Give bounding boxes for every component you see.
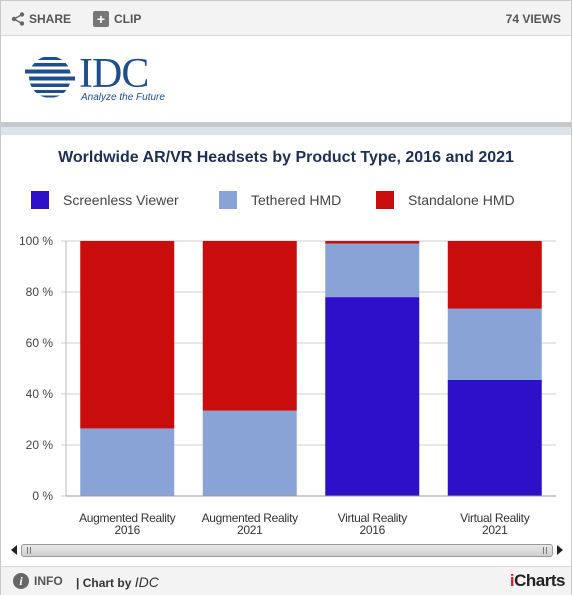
scroll-grip-right <box>546 547 547 554</box>
globe-icon <box>25 57 75 98</box>
x-tick-label: Virtual Reality <box>460 511 530 525</box>
bottom-bar: i INFO | Chart by IDC iCharts <box>1 566 571 595</box>
y-tick-label: 60 % <box>26 336 54 350</box>
legend-swatch <box>376 191 394 209</box>
scroll-right-arrow[interactable] <box>557 545 563 555</box>
x-tick-label: 2016 <box>360 523 386 537</box>
y-tick-label: 40 % <box>26 387 54 401</box>
legend-label: Standalone HMD <box>408 192 515 208</box>
bar-segment <box>80 428 175 496</box>
bar-segment <box>325 243 420 298</box>
scroll-left-arrow[interactable] <box>11 545 17 555</box>
header-divider-light <box>1 127 571 135</box>
bar-segment <box>325 241 420 244</box>
header-divider <box>1 122 571 127</box>
legend-swatch <box>31 191 49 209</box>
y-tick-label: 0 % <box>32 489 53 503</box>
chart-credit-prefix: | Chart by <box>76 576 132 590</box>
chart-title: Worldwide AR/VR Headsets by Product Type… <box>58 149 514 166</box>
bar-segment <box>325 297 420 496</box>
legend-swatch <box>219 191 237 209</box>
legend-item[interactable]: Tethered HMD <box>219 191 341 209</box>
scroll-grip-left <box>30 547 31 554</box>
info-label: INFO <box>34 574 63 588</box>
icharts-logo-text: Charts <box>514 571 565 590</box>
top-toolbar: SHARE + CLIP 74 VIEWS <box>1 1 571 36</box>
clip-button[interactable]: + CLIP <box>93 11 141 27</box>
info-icon: i <box>13 573 29 589</box>
x-tick-label: Virtual Reality <box>338 511 408 525</box>
y-tick-label: 80 % <box>26 285 54 299</box>
x-tick-label: Augmented Reality <box>79 511 176 525</box>
x-tick-label: 2016 <box>115 523 141 537</box>
y-tick-label: 20 % <box>26 438 54 452</box>
legend-label: Tethered HMD <box>251 192 342 208</box>
bar-segment <box>447 379 542 496</box>
legend-item[interactable]: Standalone HMD <box>376 191 515 209</box>
chart-credit-source[interactable]: IDC <box>134 574 159 590</box>
x-tick-label: 2021 <box>237 523 263 537</box>
logo-wordmark: IDC <box>79 51 149 97</box>
legend-label: Screenless Viewer <box>63 192 179 208</box>
bar-segment <box>202 241 297 411</box>
info-button[interactable]: i INFO <box>13 573 63 589</box>
chart-credit: | Chart by IDC <box>76 574 159 590</box>
scroll-grip-right <box>543 547 544 554</box>
horizontal-scrollbar[interactable] <box>9 542 565 558</box>
icharts-logo-i: i <box>509 571 515 590</box>
clip-label: CLIP <box>114 12 142 26</box>
bar-segment <box>202 410 297 496</box>
x-tick-label: 2021 <box>482 523 508 537</box>
share-button[interactable]: SHARE <box>11 11 71 27</box>
bar-segment <box>447 308 542 380</box>
plus-icon: + <box>93 11 109 27</box>
chart-plot-area: 0 % 20 % 40 % 60 % 80 % 100 % Augmented Realit… <box>19 234 556 537</box>
scroll-thumb[interactable] <box>21 544 553 557</box>
icharts-logo[interactable]: iCharts <box>509 571 566 591</box>
logo-tagline: Analyze the Future <box>81 92 165 103</box>
share-icon <box>11 12 25 26</box>
x-tick-label: Augmented Reality <box>202 511 299 525</box>
logo-area: IDC Analyze the Future <box>1 36 571 122</box>
scroll-grip-left <box>27 547 28 554</box>
idc-logo[interactable]: IDC Analyze the Future <box>25 51 185 110</box>
share-label: SHARE <box>29 12 72 26</box>
bar-segment <box>80 241 175 429</box>
legend-item[interactable]: Screenless Viewer <box>31 191 179 209</box>
y-tick-label: 100 % <box>19 234 53 248</box>
views-count: 74 VIEWS <box>505 12 561 26</box>
bar-segment <box>447 241 542 309</box>
